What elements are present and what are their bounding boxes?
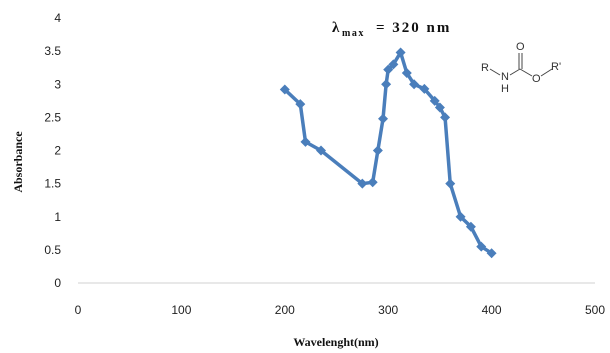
atom-r: R <box>481 62 489 74</box>
data-point-marker <box>300 136 311 147</box>
data-point-marker <box>401 67 412 78</box>
x-axis-tick-labels: 0 100 200 300 400 500 <box>75 303 606 317</box>
y-tick-label: 2 <box>54 144 61 158</box>
x-tick-label: 500 <box>585 303 605 317</box>
y-axis-title: Absorbance <box>11 131 25 193</box>
lambda-max-annotation: λ max = 320 nm <box>332 20 451 39</box>
lambda-subscript: max <box>342 28 365 39</box>
series-layer <box>279 47 497 259</box>
data-point-marker <box>381 79 392 90</box>
data-point-marker <box>409 79 420 90</box>
data-point-marker <box>372 145 383 156</box>
y-tick-label: 3 <box>54 77 61 91</box>
data-point-marker <box>465 221 476 232</box>
x-tick-label: 400 <box>482 303 502 317</box>
data-point-marker <box>440 112 451 123</box>
atom-n: N <box>501 71 509 83</box>
data-point-marker <box>476 241 487 252</box>
x-tick-label: 100 <box>171 303 191 317</box>
data-point-marker <box>378 113 389 124</box>
atom-o-carbonyl: O <box>516 41 525 53</box>
data-point-marker <box>445 178 456 189</box>
x-tick-label: 300 <box>378 303 398 317</box>
data-point-marker <box>357 178 368 189</box>
carbamate-structure: R N H O O R' <box>481 41 561 95</box>
data-point-marker <box>486 248 497 259</box>
x-axis-title: Wavelenght(nm) <box>293 335 378 349</box>
data-point-marker <box>279 84 290 95</box>
y-tick-label: 1.5 <box>44 177 61 191</box>
x-tick-label: 0 <box>75 303 82 317</box>
y-axis-tick-labels: 0 0.5 1 1.5 2 2.5 3 3.5 4 <box>44 11 61 290</box>
lambda-value: = 320 nm <box>376 20 451 36</box>
data-point-marker <box>395 47 406 58</box>
atom-o-ester: O <box>532 73 541 85</box>
y-tick-label: 4 <box>54 11 61 25</box>
data-point-marker <box>434 102 445 113</box>
data-point-marker <box>383 64 394 75</box>
data-point-marker <box>419 83 430 94</box>
y-tick-label: 0.5 <box>44 243 61 257</box>
y-tick-label: 1 <box>54 210 61 224</box>
data-point-marker <box>388 59 399 70</box>
bond-o-r-prime <box>540 68 553 77</box>
atom-r-prime: R' <box>551 61 561 73</box>
bond-r-n <box>489 68 501 76</box>
data-point-marker <box>455 211 466 222</box>
bond-c-o-ester <box>519 68 533 77</box>
y-tick-label: 3.5 <box>44 44 61 58</box>
y-tick-label: 2.5 <box>44 110 61 124</box>
data-point-marker <box>295 99 306 110</box>
lambda-symbol: λ <box>332 20 340 36</box>
data-point-marker <box>429 95 440 106</box>
bond-n-c <box>509 68 521 76</box>
data-point-marker <box>315 145 326 156</box>
data-point-marker <box>367 177 378 188</box>
atom-h: H <box>501 83 509 95</box>
x-tick-label: 200 <box>275 303 295 317</box>
y-tick-label: 0 <box>54 276 61 290</box>
